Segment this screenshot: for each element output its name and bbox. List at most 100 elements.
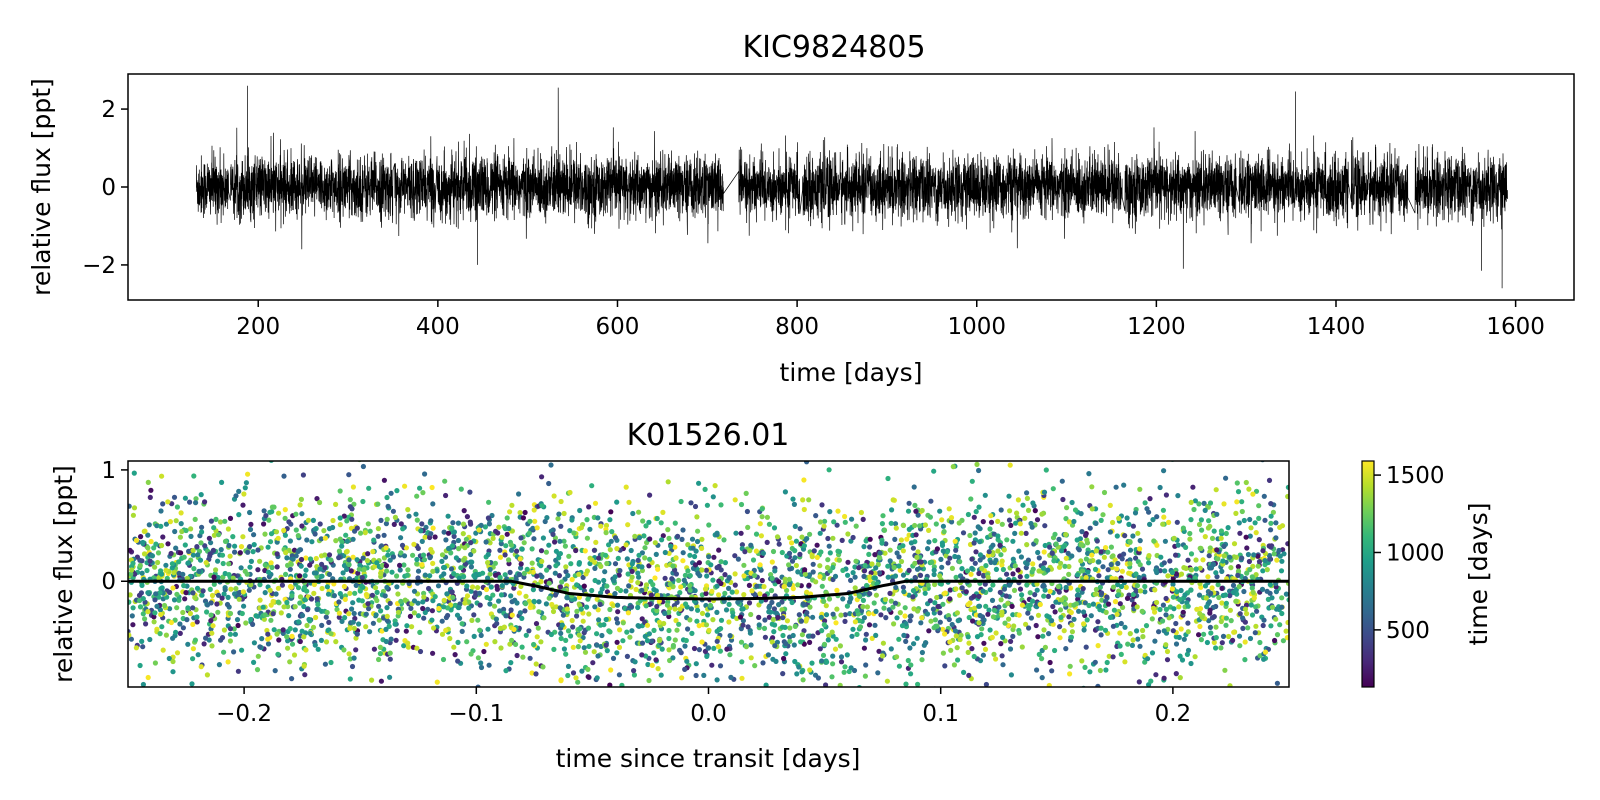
folded-data-point xyxy=(825,637,831,643)
folded-data-point xyxy=(954,645,960,651)
folded-data-point xyxy=(190,646,196,652)
folded-data-point xyxy=(556,573,563,579)
folded-data-point xyxy=(1281,551,1287,557)
folded-data-point xyxy=(1127,631,1133,637)
folded-data-point xyxy=(774,534,781,540)
folded-data-point xyxy=(769,599,775,606)
folded-data-point xyxy=(577,507,583,514)
folded-data-point xyxy=(1114,533,1120,539)
folded-data-point xyxy=(551,646,557,653)
folded-data-point xyxy=(761,584,767,590)
folded-data-point xyxy=(518,453,523,458)
folded-data-point xyxy=(245,471,251,477)
folded-data-point xyxy=(976,603,982,609)
folded-data-point xyxy=(287,659,293,665)
folded-data-point xyxy=(1175,493,1181,499)
folded-data-point xyxy=(835,548,841,554)
folded-data-point xyxy=(1218,535,1224,541)
folded-data-point xyxy=(790,632,796,639)
folded-data-point xyxy=(914,566,921,572)
folded-data-point xyxy=(1098,625,1104,631)
folded-data-point xyxy=(1104,659,1110,666)
folded-data-point xyxy=(934,546,941,552)
folded-data-point xyxy=(1099,590,1105,596)
folded-data-point xyxy=(703,622,710,628)
folded-data-point xyxy=(351,655,357,661)
folded-data-point xyxy=(1206,518,1212,524)
folded-data-point xyxy=(706,522,712,528)
folded-data-point xyxy=(360,498,366,505)
folded-data-point xyxy=(388,636,394,642)
folded-data-point xyxy=(703,567,710,573)
folded-data-point xyxy=(683,601,689,607)
folded-data-point xyxy=(678,498,684,505)
folded-data-point xyxy=(432,534,438,540)
folded-data-point xyxy=(245,549,251,555)
folded-data-point xyxy=(1146,553,1152,559)
folded-data-point xyxy=(233,493,239,499)
folded-data-point xyxy=(1039,647,1045,654)
folded-data-point xyxy=(406,513,412,519)
folded-data-point xyxy=(726,575,732,581)
folded-data-point xyxy=(673,555,679,561)
folded-data-point xyxy=(494,620,500,627)
folded-data-point xyxy=(1279,558,1285,564)
folded-data-point xyxy=(434,679,440,685)
folded-data-point xyxy=(129,613,135,619)
folded-data-point xyxy=(562,543,569,549)
folded-data-point xyxy=(940,548,946,554)
folded-data-point xyxy=(255,547,261,553)
folded-data-point xyxy=(1136,679,1142,685)
folded-data-point xyxy=(1163,595,1169,602)
folded-data-point xyxy=(910,594,916,600)
folded-data-point xyxy=(514,548,520,554)
lightcurve-axes-frame xyxy=(127,73,1575,301)
folded-data-point xyxy=(942,590,948,596)
folded-data-point xyxy=(680,558,686,564)
folded-data-point xyxy=(225,594,231,601)
folded-data-point xyxy=(507,569,513,576)
folded-data-point xyxy=(832,646,839,652)
folded-data-point xyxy=(844,652,850,658)
folded-data-point xyxy=(939,542,946,549)
folded-data-point xyxy=(1040,633,1046,639)
folded-data-point xyxy=(906,526,912,533)
folded-data-point xyxy=(977,552,984,558)
folded-data-point xyxy=(196,568,202,575)
folded-data-point xyxy=(1006,616,1012,622)
folded-data-point xyxy=(876,648,882,654)
folded-data-point xyxy=(251,532,257,538)
folded-data-point xyxy=(299,523,305,529)
folded-data-point xyxy=(706,627,712,633)
folded-data-point xyxy=(333,501,339,507)
folded-data-point xyxy=(687,583,693,589)
folded-data-point xyxy=(679,536,685,543)
folded-data-point xyxy=(134,694,139,699)
folded-data-point xyxy=(842,513,848,520)
folded-data-point xyxy=(1087,525,1093,531)
folded-data-point xyxy=(822,518,828,524)
folded-data-point xyxy=(1242,657,1248,663)
folded-data-point xyxy=(468,551,474,558)
folded-data-point xyxy=(181,583,187,589)
folded-data-point xyxy=(862,562,868,569)
folded-data-point xyxy=(184,575,190,581)
folded-data-point xyxy=(132,571,138,577)
folded-data-point xyxy=(694,618,700,624)
folded-data-point xyxy=(639,652,645,658)
folded-data-point xyxy=(1083,644,1089,650)
folded-data-point xyxy=(511,585,517,591)
folded-data-point xyxy=(888,520,894,526)
folded-data-point xyxy=(1203,595,1209,601)
folded-data-point xyxy=(234,617,241,623)
lightcurve-x-tick-label: 400 xyxy=(416,314,460,340)
folded-data-point xyxy=(1214,511,1220,517)
folded-data-point xyxy=(1110,654,1116,660)
folded-data-point xyxy=(384,605,390,611)
folded-axes-frame xyxy=(127,460,1290,688)
folded-data-point xyxy=(257,582,263,588)
folded-data-point xyxy=(612,574,618,580)
folded-data-point xyxy=(867,711,872,716)
folded-data-point xyxy=(607,547,613,553)
folded-data-point xyxy=(443,537,449,543)
